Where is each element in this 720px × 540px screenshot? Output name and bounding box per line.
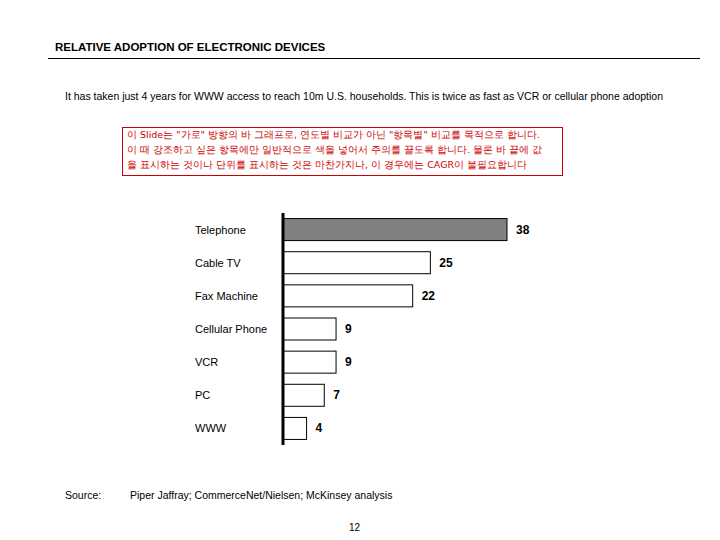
bar	[283, 351, 336, 373]
page-number: 12	[349, 522, 360, 533]
data-label: 38	[516, 223, 530, 237]
category-label: Cellular Phone	[195, 323, 267, 335]
data-label: 9	[345, 355, 352, 369]
bar	[283, 417, 307, 439]
data-label: 9	[345, 322, 352, 336]
data-label: 4	[316, 421, 323, 435]
data-label: 25	[439, 256, 453, 270]
title: RELATIVE ADOPTION OF ELECTRONIC DEVICES	[55, 41, 325, 53]
category-label: Cable TV	[195, 257, 241, 269]
category-label: WWW	[195, 422, 227, 434]
bar	[283, 219, 507, 241]
note-line: 이 Slide는 "가로" 방향의 바 그래프로, 연도별 비교가 아닌 "항목…	[127, 129, 540, 142]
source: Piper Jaffray; CommerceNet/Nielsen; McKi…	[130, 489, 392, 501]
note-line: 이 때 강조하고 싶은 항목에만 일반적으로 색을 넣어서 주의를 끌도록 합니…	[127, 144, 542, 157]
axis-line	[282, 213, 285, 445]
bar	[283, 384, 324, 406]
category-label: Fax Machine	[195, 290, 258, 302]
title-rule	[48, 58, 700, 59]
data-label: 22	[422, 289, 436, 303]
bar	[283, 318, 336, 340]
subtitle: It has taken just 4 years for WWW access…	[65, 90, 665, 103]
source-label: Source:	[65, 489, 101, 501]
bar	[283, 252, 430, 274]
bars	[283, 219, 507, 440]
category-label: PC	[195, 389, 210, 401]
note-line: 을 표시하는 것이나 단위를 표시하는 것은 마찬가지나, 이 경우에는 CAG…	[127, 159, 527, 172]
category-label: Telephone	[195, 224, 246, 236]
bar	[283, 285, 413, 307]
data-label: 7	[333, 388, 340, 402]
chart: 38 Telephone 25 Cable TV 22 Fax Machine 9 Cellu…	[0, 0, 720, 540]
category-label: VCR	[195, 356, 218, 368]
